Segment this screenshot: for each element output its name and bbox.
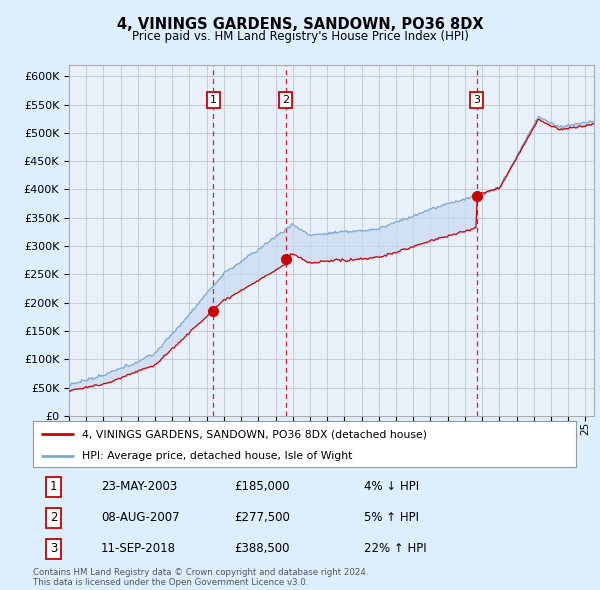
Text: 4% ↓ HPI: 4% ↓ HPI: [364, 480, 419, 493]
Text: 1: 1: [210, 95, 217, 105]
Text: £277,500: £277,500: [234, 511, 290, 525]
Text: Contains HM Land Registry data © Crown copyright and database right 2024.
This d: Contains HM Land Registry data © Crown c…: [33, 568, 368, 587]
Text: 2: 2: [50, 511, 58, 525]
Text: 3: 3: [473, 95, 480, 105]
Text: 08-AUG-2007: 08-AUG-2007: [101, 511, 179, 525]
Text: 23-MAY-2003: 23-MAY-2003: [101, 480, 177, 493]
Text: 1: 1: [50, 480, 58, 493]
Text: £185,000: £185,000: [234, 480, 290, 493]
Text: HPI: Average price, detached house, Isle of Wight: HPI: Average price, detached house, Isle…: [82, 451, 352, 461]
Text: £388,500: £388,500: [234, 542, 289, 555]
Text: 2: 2: [282, 95, 289, 105]
Text: 3: 3: [50, 542, 58, 555]
Text: 4, VININGS GARDENS, SANDOWN, PO36 8DX: 4, VININGS GARDENS, SANDOWN, PO36 8DX: [116, 17, 484, 32]
Text: 4, VININGS GARDENS, SANDOWN, PO36 8DX (detached house): 4, VININGS GARDENS, SANDOWN, PO36 8DX (d…: [82, 429, 427, 439]
Text: Price paid vs. HM Land Registry's House Price Index (HPI): Price paid vs. HM Land Registry's House …: [131, 30, 469, 43]
Text: 22% ↑ HPI: 22% ↑ HPI: [364, 542, 427, 555]
Text: 11-SEP-2018: 11-SEP-2018: [101, 542, 176, 555]
Text: 5% ↑ HPI: 5% ↑ HPI: [364, 511, 419, 525]
